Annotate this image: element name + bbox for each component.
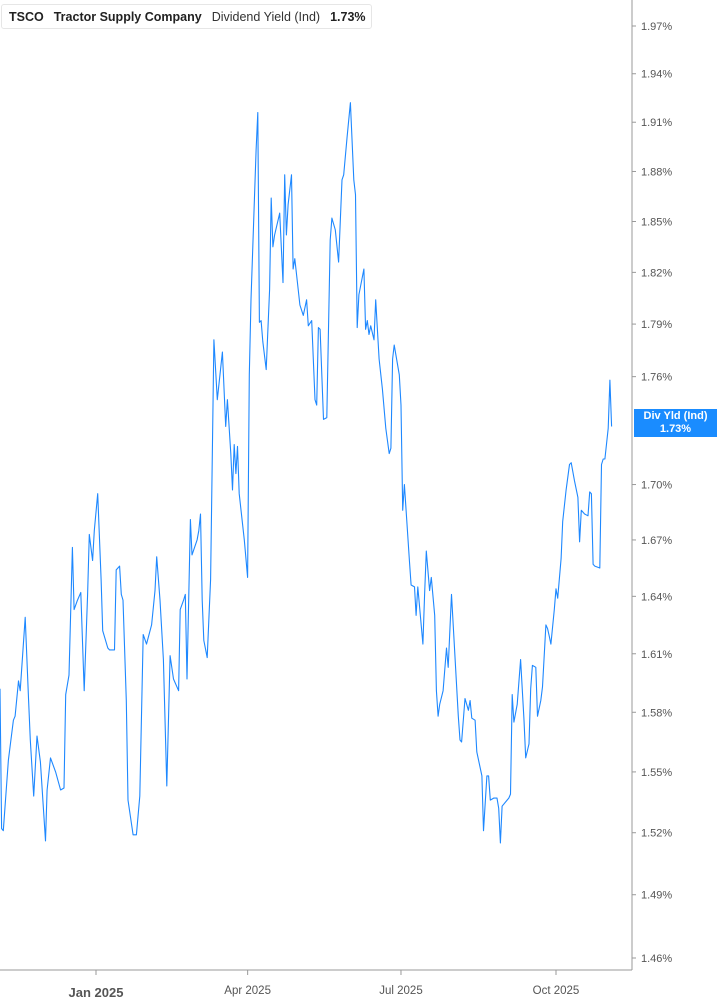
y-tick-label: 1.52%	[641, 828, 672, 840]
x-axis: Jan 2025 Apr 2025 Jul 2025 Oct 2025	[0, 969, 632, 1000]
y-tick-label: 1.85%	[641, 217, 672, 229]
y-tick-label: 1.58%	[641, 707, 672, 719]
legend-metric: Dividend Yield (Ind)	[211, 9, 321, 24]
x-tick-label: Jan 2025	[69, 985, 124, 1000]
legend: TSCO Tractor Supply Company Dividend Yie…	[1, 4, 372, 29]
y-tick-label: 1.94%	[641, 69, 672, 81]
y-tick-label: 1.97%	[641, 21, 672, 33]
legend-ticker: TSCO	[9, 9, 44, 24]
legend-company: Tractor Supply Company	[53, 9, 202, 24]
current-value-metric: Div Yld (Ind)	[643, 410, 708, 422]
x-tick-label: Apr 2025	[224, 985, 271, 997]
y-tick-label: 1.46%	[641, 953, 672, 965]
y-axis: 1.97% 1.94% 1.91% 1.88% 1.85% 1.82% 1.79% 1.76%…	[631, 0, 672, 970]
y-tick-label: 1.70%	[641, 480, 672, 492]
y-tick-label: 1.49%	[641, 890, 672, 902]
y-tick-label: 1.91%	[641, 117, 672, 129]
x-tick-label: Jul 2025	[379, 985, 422, 997]
y-tick-label: 1.64%	[641, 591, 672, 603]
y-tick-label: 1.79%	[641, 319, 672, 331]
y-tick-label: 1.55%	[641, 767, 672, 779]
y-tick-label: 1.88%	[641, 166, 672, 178]
y-tick-label: 1.67%	[641, 535, 672, 547]
series-line	[0, 102, 613, 844]
y-tick-label: 1.61%	[641, 649, 672, 661]
plot-area	[0, 102, 613, 844]
current-value: 1.73%	[659, 423, 692, 435]
x-tick-label: Oct 2025	[533, 985, 580, 997]
y-tick-label: 1.76%	[641, 372, 672, 384]
y-tick-label: 1.82%	[641, 267, 672, 279]
current-value-label: Div Yld (Ind) 1.73%	[634, 409, 717, 437]
legend-value: 1.73%	[330, 9, 366, 24]
